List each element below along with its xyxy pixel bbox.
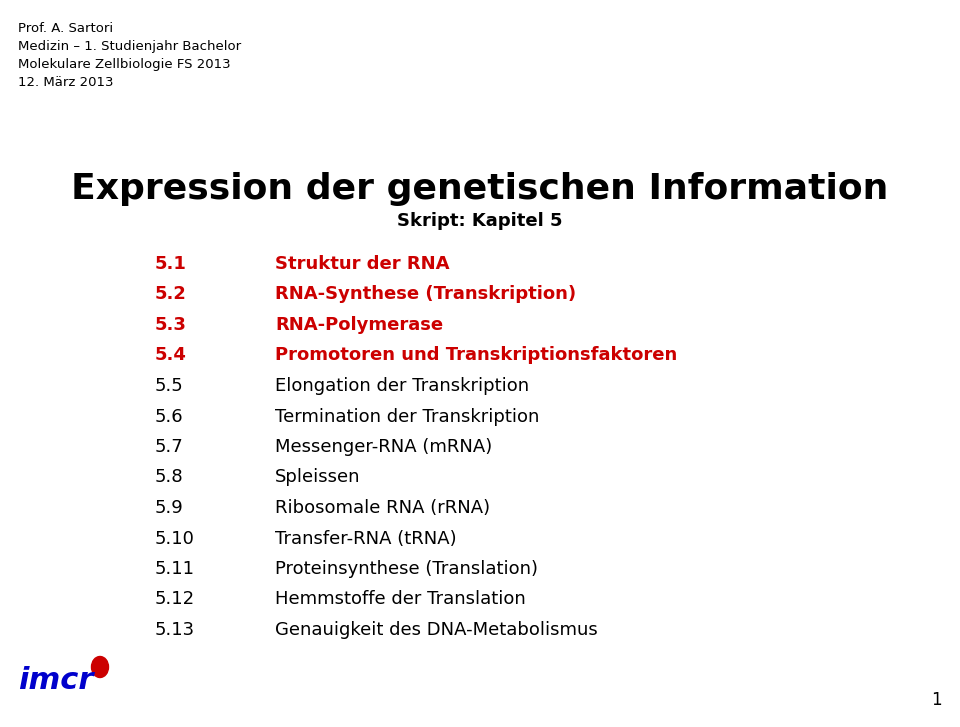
Text: 5.1: 5.1 (155, 255, 187, 273)
Text: Skript: Kapitel 5: Skript: Kapitel 5 (397, 212, 563, 230)
Text: 5.13: 5.13 (155, 621, 195, 639)
Text: Ribosomale RNA (rRNA): Ribosomale RNA (rRNA) (275, 499, 491, 517)
Text: Spleissen: Spleissen (275, 468, 361, 486)
Text: 5.6: 5.6 (155, 408, 183, 425)
Text: 5.10: 5.10 (155, 529, 195, 547)
Text: 5.2: 5.2 (155, 286, 187, 303)
Text: 5.12: 5.12 (155, 590, 195, 608)
Text: Prof. A. Sartori
Medizin – 1. Studienjahr Bachelor
Molekulare Zellbiologie FS 20: Prof. A. Sartori Medizin – 1. Studienjah… (18, 22, 241, 89)
Text: 5.8: 5.8 (155, 468, 183, 486)
Text: Messenger-RNA (mRNA): Messenger-RNA (mRNA) (275, 438, 492, 456)
Text: Genauigkeit des DNA-Metabolismus: Genauigkeit des DNA-Metabolismus (275, 621, 598, 639)
Text: 5.3: 5.3 (155, 316, 187, 334)
Text: Struktur der RNA: Struktur der RNA (275, 255, 449, 273)
Text: Promotoren und Transkriptionsfaktoren: Promotoren und Transkriptionsfaktoren (275, 347, 677, 364)
Text: imcr: imcr (18, 666, 93, 695)
Text: Elongation der Transkription: Elongation der Transkription (275, 377, 529, 395)
Text: Proteinsynthese (Translation): Proteinsynthese (Translation) (275, 560, 538, 578)
Text: 5.9: 5.9 (155, 499, 183, 517)
Text: RNA-Polymerase: RNA-Polymerase (275, 316, 444, 334)
Text: 5.5: 5.5 (155, 377, 183, 395)
Text: Expression der genetischen Information: Expression der genetischen Information (71, 172, 889, 206)
Text: 5.11: 5.11 (155, 560, 195, 578)
Text: 1: 1 (931, 691, 942, 709)
Text: 5.7: 5.7 (155, 438, 183, 456)
Text: Termination der Transkription: Termination der Transkription (275, 408, 540, 425)
Text: Transfer-RNA (tRNA): Transfer-RNA (tRNA) (275, 529, 457, 547)
Text: Hemmstoffe der Translation: Hemmstoffe der Translation (275, 590, 526, 608)
Text: 5.4: 5.4 (155, 347, 187, 364)
Ellipse shape (91, 656, 108, 678)
Text: RNA-Synthese (Transkription): RNA-Synthese (Transkription) (275, 286, 576, 303)
